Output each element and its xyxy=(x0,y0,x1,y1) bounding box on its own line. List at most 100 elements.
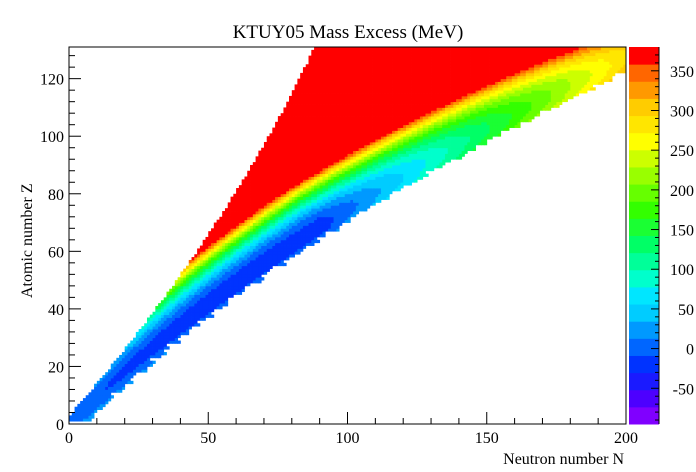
heatmap-cell xyxy=(472,110,477,114)
heatmap-cell xyxy=(328,118,332,123)
heatmap-cell xyxy=(336,202,340,206)
heatmap-cell xyxy=(433,121,438,126)
heatmap-cell xyxy=(213,242,218,246)
heatmap-cell xyxy=(294,130,298,134)
heatmap-cell xyxy=(378,110,382,114)
heatmap-cell xyxy=(400,130,404,134)
heatmap-cell xyxy=(141,346,145,350)
heatmap-cell xyxy=(227,257,231,261)
heatmap-cell xyxy=(222,271,226,275)
heatmap-cell xyxy=(347,136,351,140)
heatmap-cell xyxy=(77,403,81,408)
heatmap-cell xyxy=(316,188,321,192)
heatmap-cell xyxy=(486,127,490,131)
heatmap-cell xyxy=(258,159,262,163)
heatmap-cell xyxy=(355,176,360,180)
heatmap-cell xyxy=(197,323,201,327)
heatmap-cell xyxy=(208,257,212,261)
heatmap-cell xyxy=(199,314,204,318)
heatmap-cell xyxy=(91,392,95,396)
heatmap-cell xyxy=(149,349,153,353)
heatmap-cell xyxy=(194,280,198,284)
heatmap-cell xyxy=(369,173,373,177)
heatmap-cell xyxy=(534,95,538,100)
heatmap-cell xyxy=(277,124,282,128)
heatmap-cell xyxy=(127,372,131,376)
heatmap-cell xyxy=(355,159,360,163)
heatmap-cell xyxy=(470,90,474,94)
heatmap-cell xyxy=(308,98,312,103)
heatmap-cell xyxy=(358,107,362,111)
heatmap-cell xyxy=(289,236,293,241)
heatmap-cell xyxy=(511,90,515,94)
heatmap-cell xyxy=(233,280,237,284)
heatmap-cell xyxy=(238,291,243,295)
heatmap-cell xyxy=(364,173,368,177)
heatmap-cell xyxy=(216,245,220,249)
heatmap-cell xyxy=(280,164,284,169)
heatmap-cell xyxy=(475,139,479,143)
heatmap-cell xyxy=(185,277,190,281)
heatmap-cell xyxy=(386,124,390,128)
heatmap-cell xyxy=(199,277,204,281)
heatmap-cell xyxy=(277,211,282,215)
heatmap-cell xyxy=(185,282,190,287)
heatmap-cell xyxy=(230,228,234,232)
heatmap-cell xyxy=(283,113,287,117)
heatmap-cell xyxy=(328,179,332,183)
heatmap-cell xyxy=(316,205,321,209)
heatmap-cell xyxy=(294,101,298,105)
heatmap-cell xyxy=(328,110,332,114)
heatmap-cell xyxy=(333,107,337,111)
heatmap-cell xyxy=(464,136,468,140)
heatmap-cell xyxy=(456,95,460,100)
heatmap-cell xyxy=(300,182,304,186)
heatmap-cell xyxy=(411,150,415,154)
heatmap-cell xyxy=(325,182,329,186)
heatmap-cell xyxy=(308,90,312,94)
heatmap-cell xyxy=(141,349,145,353)
heatmap-cell xyxy=(428,147,432,152)
heatmap-cell xyxy=(213,231,218,235)
heatmap-cell xyxy=(255,277,259,281)
heatmap-cell xyxy=(355,202,360,206)
heatmap-cell xyxy=(297,202,301,206)
heatmap-cell xyxy=(163,311,167,316)
heatmap-cell xyxy=(341,98,346,103)
heatmap-cell xyxy=(355,118,360,123)
heatmap-cell xyxy=(333,205,337,209)
heatmap-cell xyxy=(216,239,220,244)
heatmap-cell xyxy=(269,170,273,175)
heatmap-cell xyxy=(305,190,309,195)
heatmap-cell xyxy=(277,228,282,232)
heatmap-cell xyxy=(283,121,287,126)
heatmap-cell xyxy=(244,231,248,235)
heatmap-cell xyxy=(372,110,376,114)
heatmap-cell xyxy=(177,311,181,316)
heatmap-cell xyxy=(302,176,307,180)
heatmap-cell xyxy=(444,118,449,123)
heatmap-cell xyxy=(497,98,502,103)
heatmap-cell xyxy=(405,173,410,177)
heatmap-cell xyxy=(124,357,128,362)
heatmap-cell xyxy=(564,98,568,103)
heatmap-cell xyxy=(250,245,254,249)
heatmap-cell xyxy=(319,116,323,120)
heatmap-cell xyxy=(177,317,181,321)
heatmap-cell xyxy=(188,320,192,324)
heatmap-cell xyxy=(422,101,426,105)
heatmap-cell xyxy=(481,118,485,123)
heatmap-cell xyxy=(350,159,354,163)
heatmap-cell xyxy=(405,101,410,105)
heatmap-cell xyxy=(286,101,290,105)
heatmap-cell xyxy=(199,317,204,321)
heatmap-cell xyxy=(94,406,98,411)
heatmap-cell xyxy=(263,231,268,235)
heatmap-cell xyxy=(289,167,293,172)
heatmap-cell xyxy=(227,239,231,244)
heatmap-cell xyxy=(322,133,326,137)
heatmap-cell xyxy=(294,234,298,238)
heatmap-cell xyxy=(286,116,290,120)
heatmap-cell xyxy=(369,93,373,97)
heatmap-cell xyxy=(361,130,365,134)
